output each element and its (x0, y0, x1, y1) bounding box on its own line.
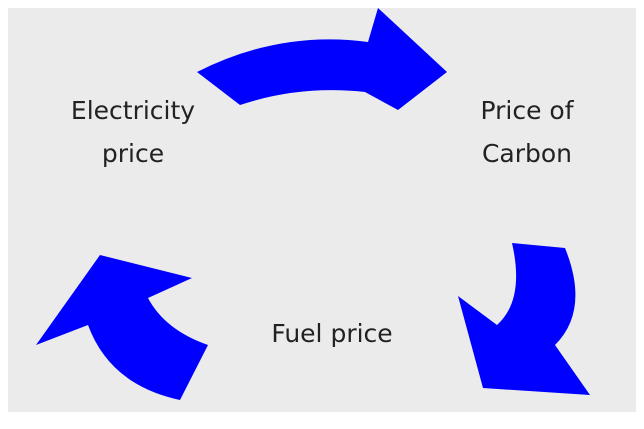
arrow-right (458, 243, 590, 395)
node-label: Carbon (482, 139, 572, 168)
arrow-top (197, 8, 447, 110)
node-label: price (102, 139, 164, 168)
arrow-left (36, 255, 208, 400)
node-label: Price of (480, 96, 574, 125)
node-label: Fuel price (271, 319, 392, 348)
node-label: Electricity (71, 96, 195, 125)
